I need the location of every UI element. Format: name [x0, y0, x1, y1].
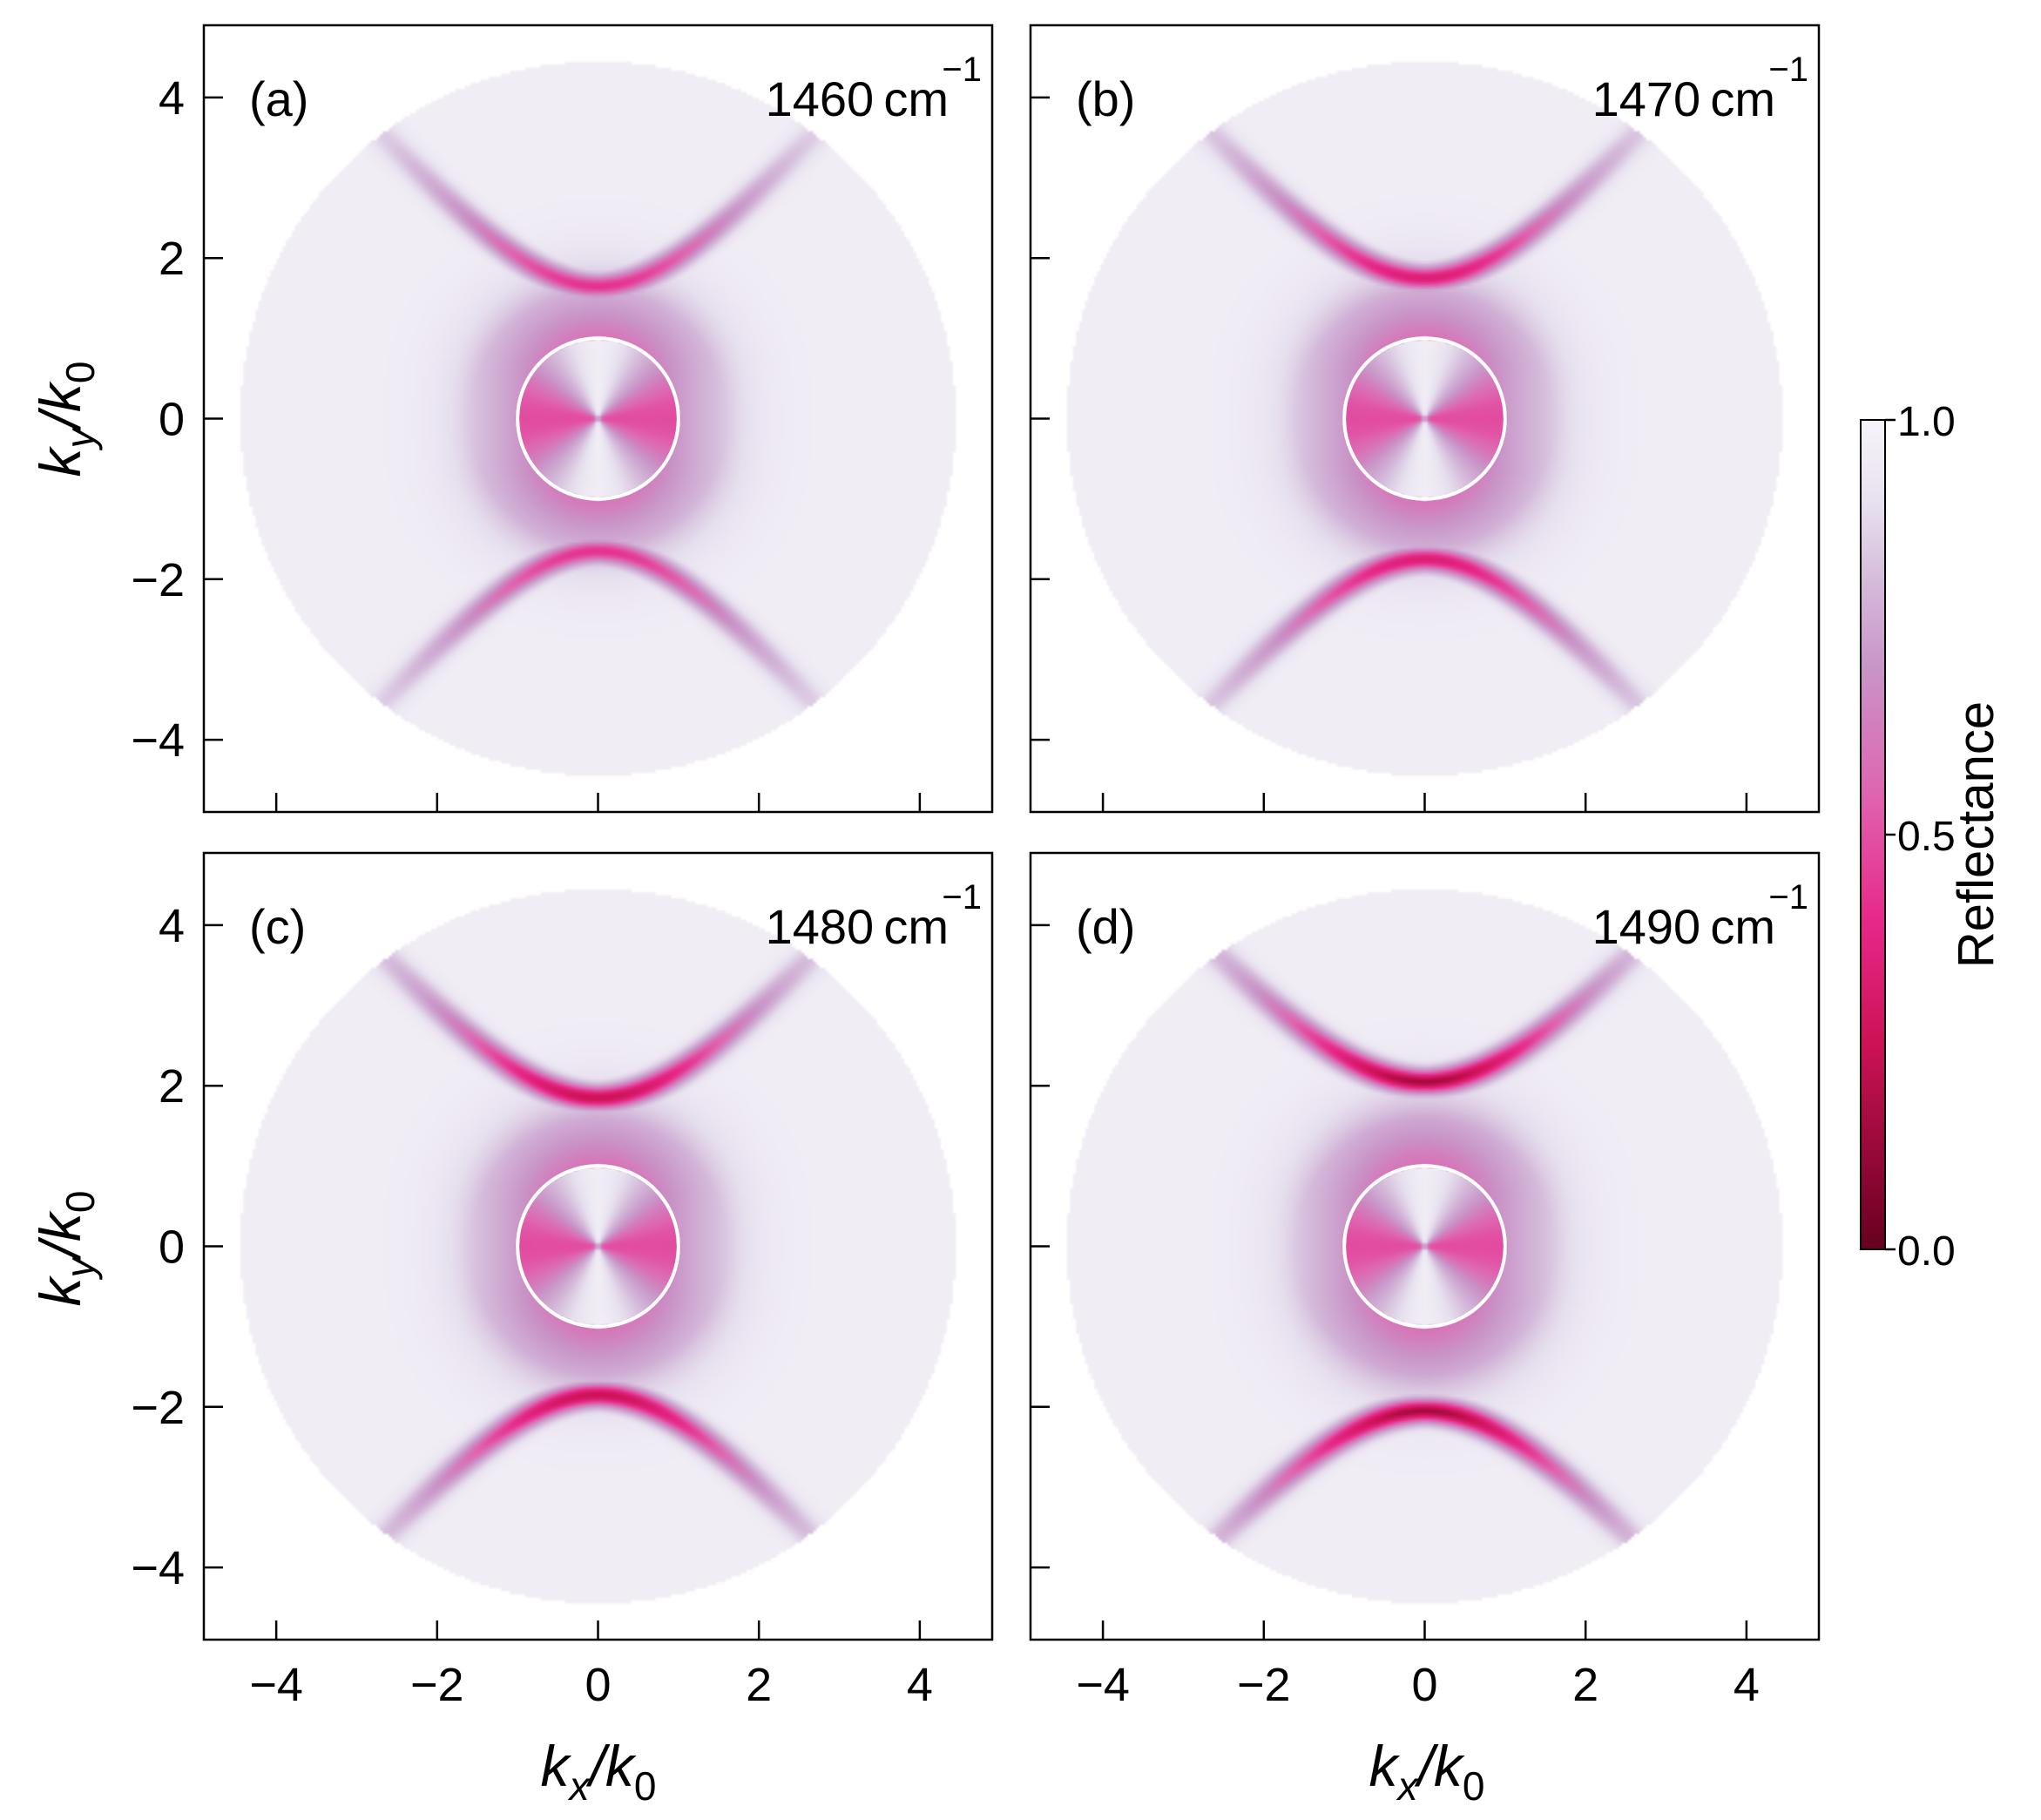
- heatmap-image: [1031, 853, 1819, 1640]
- wavenumber-exponent: −1: [942, 51, 982, 89]
- wavenumber-label: 1460 cm: [766, 71, 949, 126]
- colorbar-tick-label: 1.0: [1897, 399, 1956, 445]
- y-tick-label: −2: [131, 554, 185, 606]
- panel-letter: (d): [1076, 899, 1135, 954]
- y-tick-label: −4: [131, 1542, 185, 1594]
- y-tick-label: 4: [159, 72, 185, 125]
- light-cone-circle: [516, 336, 680, 501]
- light-cone-circle: [516, 1164, 680, 1329]
- x-tick-label: 2: [1572, 1659, 1598, 1711]
- x-tick-label: 0: [585, 1659, 611, 1711]
- y-axis-label-bottom: ky/k0: [28, 1191, 103, 1307]
- heatmap-image: [204, 853, 992, 1640]
- panel-letter: (a): [249, 71, 308, 126]
- y-tick-label: 0: [159, 1221, 185, 1274]
- x-tick-label: −4: [249, 1659, 303, 1711]
- colorbar-label: Reflectance: [1948, 701, 2004, 968]
- colorbar-tick-label: 0.0: [1897, 1228, 1956, 1275]
- colorbar-tick-label: 0.5: [1897, 814, 1956, 860]
- x-tick-label: −4: [1076, 1659, 1130, 1711]
- x-tick-label: 0: [1411, 1659, 1437, 1711]
- panel-c: −4 −2 0 2 4 4 2 0 −2 −4 (c) 1480 cm−1: [131, 851, 994, 1711]
- wavenumber-exponent: −1: [942, 878, 982, 917]
- panel-d: −4 −2 0 2 4 (d) 1490 cm−1: [1029, 851, 1821, 1711]
- wavenumber-label: 1470 cm: [1592, 71, 1775, 126]
- x-axis-label-left: kx/k0: [541, 1734, 657, 1809]
- panel-letter: (b): [1076, 71, 1135, 126]
- y-tick-label: 4: [159, 900, 185, 952]
- colorbar-gradient: [1860, 419, 1886, 1250]
- x-tick-label: −2: [410, 1659, 464, 1711]
- svg-text:ky/k0: ky/k0: [28, 362, 103, 477]
- svg-text:ky/k0: ky/k0: [28, 1191, 103, 1307]
- x-tick-label: 4: [907, 1659, 933, 1711]
- panel-letter: (c): [249, 899, 306, 954]
- y-tick-label: −2: [131, 1382, 185, 1434]
- y-tick-label: 2: [159, 1060, 185, 1113]
- colorbar: 0.0 0.5 1.0 Reflectance: [1860, 399, 2004, 1275]
- x-tick-label: 4: [1733, 1659, 1760, 1711]
- y-tick-label: 2: [159, 233, 185, 285]
- x-tick-label: −2: [1237, 1659, 1291, 1711]
- heatmap-image: [204, 25, 992, 812]
- panel-a: 4 2 0 −2 −4 (a) 1460 cm−1: [131, 24, 994, 814]
- wavenumber-exponent: −1: [1768, 878, 1808, 917]
- y-axis-label-top: ky/k0: [28, 362, 103, 477]
- wavenumber-label: 1490 cm: [1592, 899, 1775, 954]
- heatmap-image: [1031, 25, 1819, 812]
- wavenumber-label: 1480 cm: [766, 899, 949, 954]
- panel-b: (b) 1470 cm−1: [1029, 24, 1821, 814]
- wavenumber-exponent: −1: [1768, 51, 1808, 89]
- light-cone-circle: [1342, 336, 1507, 501]
- y-tick-label: 0: [159, 394, 185, 446]
- x-tick-label: 2: [746, 1659, 772, 1711]
- light-cone-circle: [1342, 1164, 1507, 1329]
- x-axis-label-right: kx/k0: [1369, 1734, 1485, 1809]
- y-tick-label: −4: [131, 714, 185, 767]
